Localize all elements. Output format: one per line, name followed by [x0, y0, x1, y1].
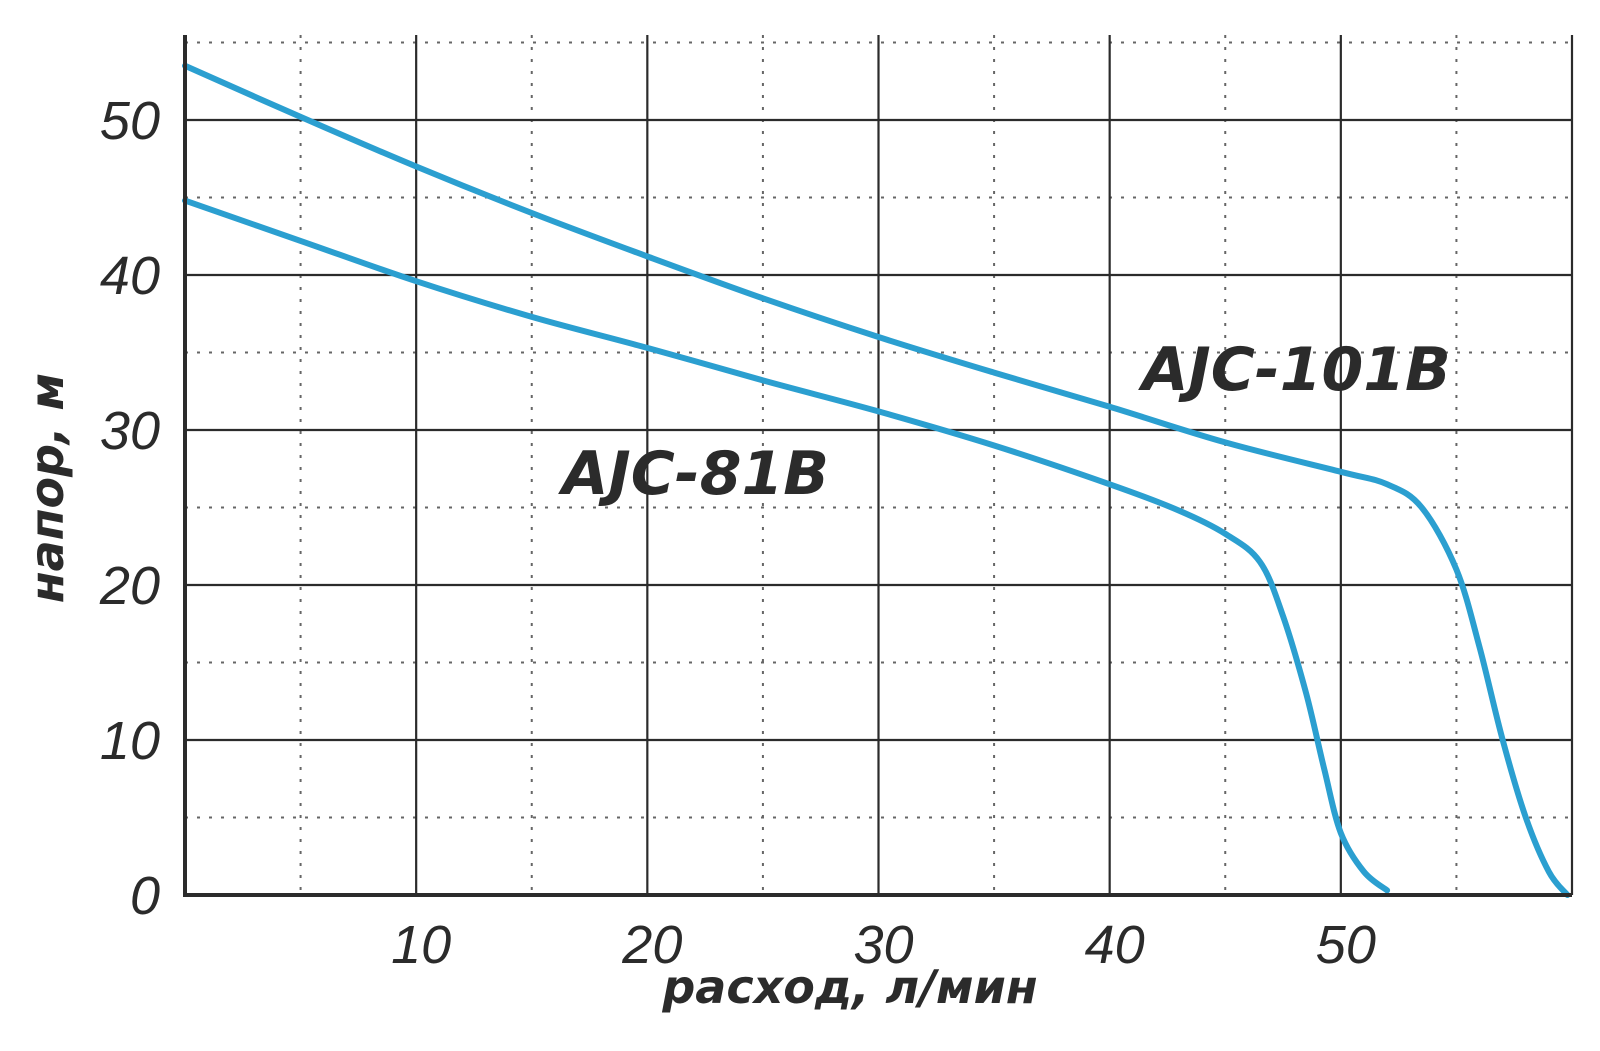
y-tick-label-20: 20	[99, 556, 160, 616]
series-label-ajc-81b: AJC-81B	[558, 439, 829, 509]
y-tick-label-40: 40	[100, 246, 160, 306]
major-gridlines	[185, 35, 1574, 895]
x-tick-label-50: 50	[1316, 915, 1376, 975]
y-tick-label-10: 10	[100, 711, 160, 771]
y-tick-label-0: 0	[130, 866, 160, 926]
x-tick-label-30: 30	[853, 915, 913, 975]
series-line-ajc-101b	[182, 62, 1571, 898]
y-tick-label-50: 50	[100, 91, 160, 151]
series-label-ajc-101b: AJC-101B	[1138, 335, 1451, 405]
y-tick-label-30: 30	[100, 401, 160, 461]
y-tick-labels: 0 10 20 30 40 50	[99, 91, 160, 926]
y-axis-title: напор, м	[20, 373, 74, 603]
x-tick-labels: 10 20 30 40 50	[391, 915, 1376, 975]
x-tick-label-20: 20	[621, 915, 682, 975]
x-tick-label-40: 40	[1085, 915, 1145, 975]
series-line-ajc-81b	[182, 197, 1391, 894]
x-tick-label-10: 10	[391, 915, 451, 975]
x-axis-title: расход, л/мин	[661, 960, 1037, 1014]
series-lines	[182, 62, 1571, 898]
